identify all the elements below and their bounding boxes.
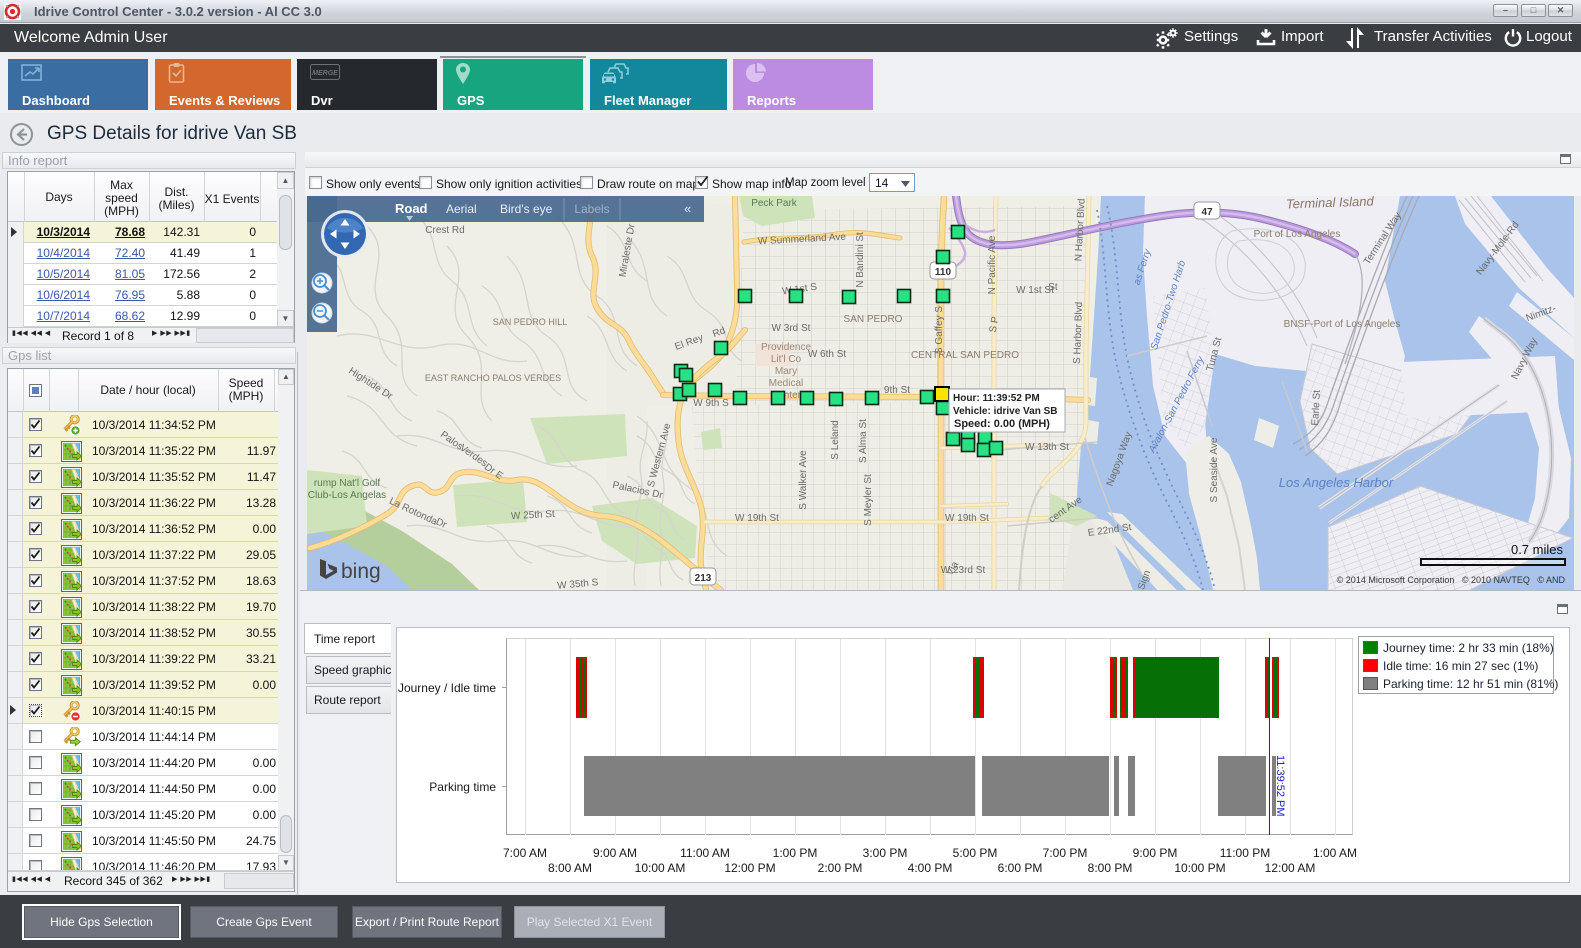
svg-text:Terminal Island: Terminal Island xyxy=(1286,196,1375,212)
svg-text:© 2014 Microsoft Corporation: © 2014 Microsoft Corporation © 2010 NAVT… xyxy=(1337,575,1566,585)
svg-text:W 25th St: W 25th St xyxy=(511,509,556,522)
svg-text:W 19th St: W 19th St xyxy=(945,513,989,524)
svg-text:S Harbor Blvd: S Harbor Blvd xyxy=(1072,302,1085,365)
svg-text:Aerial: Aerial xyxy=(446,202,477,216)
svg-text:Rd: Rd xyxy=(711,325,727,340)
svg-text:EAST RANCHO PALOS VERDES: EAST RANCHO PALOS VERDES xyxy=(425,373,561,383)
svg-text:W 6th St: W 6th St xyxy=(808,349,847,360)
svg-text:213: 213 xyxy=(695,573,712,584)
svg-text:Center: Center xyxy=(771,390,802,401)
svg-text:Mary: Mary xyxy=(775,366,797,377)
svg-text:W 9th S: W 9th S xyxy=(693,398,729,409)
svg-text:W 1st St: W 1st St xyxy=(1016,285,1054,296)
svg-text:Crest Rd: Crest Rd xyxy=(425,225,464,236)
svg-text:Dr: Dr xyxy=(434,517,449,532)
svg-text:rump Nat'l Golf: rump Nat'l Golf xyxy=(314,478,381,489)
svg-text:S Alma St: S Alma St xyxy=(858,419,869,463)
svg-text:S Walker Ave: S Walker Ave xyxy=(798,450,809,510)
svg-text:110: 110 xyxy=(935,267,952,278)
svg-text:Peck Park: Peck Park xyxy=(751,198,798,209)
svg-text:Speed: 0.00 (MPH): Speed: 0.00 (MPH) xyxy=(954,418,1050,430)
svg-text:Hour: 11:39:52 PM: Hour: 11:39:52 PM xyxy=(953,393,1040,404)
svg-text:CENTRAL SAN PEDRO: CENTRAL SAN PEDRO xyxy=(911,350,1019,361)
svg-text:Vehicle: idrive Van SB: Vehicle: idrive Van SB xyxy=(953,406,1058,417)
svg-text:9th St: 9th St xyxy=(884,385,910,396)
svg-text:0.7 miles: 0.7 miles xyxy=(1511,542,1564,557)
svg-text:Port of Los Angeles: Port of Los Angeles xyxy=(1254,229,1341,240)
svg-text:N Harbor Blvd: N Harbor Blvd xyxy=(1073,198,1087,261)
svg-text:Labels: Labels xyxy=(574,202,609,216)
svg-text:BNSF-Port of Los Angeles: BNSF-Port of Los Angeles xyxy=(1284,319,1401,330)
svg-text:N Bandini St: N Bandini St xyxy=(855,232,866,288)
svg-text:Medical: Medical xyxy=(769,378,803,389)
svg-text:SAN PEDRO: SAN PEDRO xyxy=(844,314,903,325)
svg-text:Los Angeles Harbor: Los Angeles Harbor xyxy=(1279,475,1394,490)
svg-text:Lit'l Co: Lit'l Co xyxy=(771,354,802,365)
svg-text:W 13th St: W 13th St xyxy=(1025,442,1069,453)
svg-text:Bird's eye: Bird's eye xyxy=(500,202,553,216)
svg-text:W Summerland Ave: W Summerland Ave xyxy=(758,232,847,248)
svg-text:Providence: Providence xyxy=(761,342,811,353)
svg-text:W 35th S: W 35th S xyxy=(557,577,599,590)
svg-text:«: « xyxy=(684,201,691,216)
svg-text:W 19th St: W 19th St xyxy=(735,513,779,524)
svg-text:Road: Road xyxy=(395,201,428,216)
svg-text:Earle St: Earle St xyxy=(1310,390,1323,426)
svg-text:MERGE: MERGE xyxy=(312,70,338,77)
svg-text:47: 47 xyxy=(1201,207,1213,218)
svg-text:W 3rd St: W 3rd St xyxy=(772,323,811,334)
svg-text:S Seaside Ave: S Seaside Ave xyxy=(1209,437,1220,502)
svg-text:St: St xyxy=(1048,282,1058,293)
svg-text:N Pacific Ave: N Pacific Ave xyxy=(987,235,998,294)
svg-text:SAN PEDRO HILL: SAN PEDRO HILL xyxy=(493,317,568,327)
svg-text:Club-Los Angelas: Club-Los Angelas xyxy=(308,490,386,501)
svg-text:S Meyler St: S Meyler St xyxy=(863,474,874,526)
svg-text:bing: bing xyxy=(341,560,381,583)
svg-text:S Leland: S Leland xyxy=(830,420,841,459)
svg-text:W 23rd St: W 23rd St xyxy=(941,565,986,576)
svg-text:S P: S P xyxy=(988,315,1002,333)
svg-text:S Gaffey S: S Gaffey S xyxy=(934,306,945,355)
